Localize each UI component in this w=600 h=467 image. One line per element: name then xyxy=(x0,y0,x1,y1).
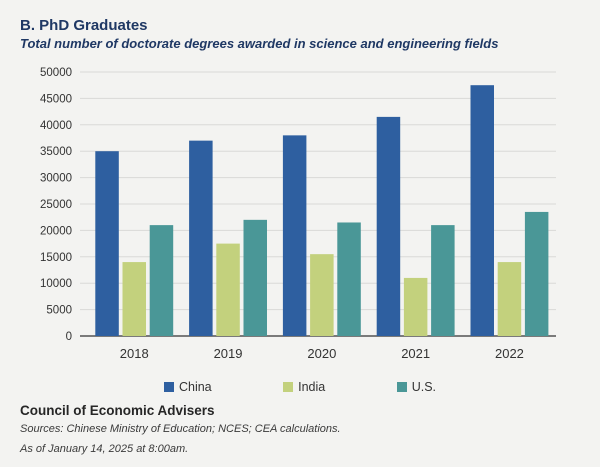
svg-text:5000: 5000 xyxy=(46,305,72,317)
svg-text:2019: 2019 xyxy=(214,346,243,361)
svg-text:2020: 2020 xyxy=(307,346,336,361)
svg-text:20000: 20000 xyxy=(40,225,72,237)
svg-text:0: 0 xyxy=(66,331,72,343)
svg-text:2018: 2018 xyxy=(120,346,149,361)
svg-text:35000: 35000 xyxy=(40,146,72,158)
svg-text:10000: 10000 xyxy=(40,278,72,290)
svg-text:25000: 25000 xyxy=(40,199,72,211)
svg-text:2021: 2021 xyxy=(401,346,430,361)
svg-text:50000: 50000 xyxy=(40,67,72,79)
svg-text:2022: 2022 xyxy=(495,346,524,361)
svg-text:40000: 40000 xyxy=(40,120,72,132)
svg-text:45000: 45000 xyxy=(40,93,72,105)
svg-text:30000: 30000 xyxy=(40,173,72,185)
svg-text:15000: 15000 xyxy=(40,252,72,264)
